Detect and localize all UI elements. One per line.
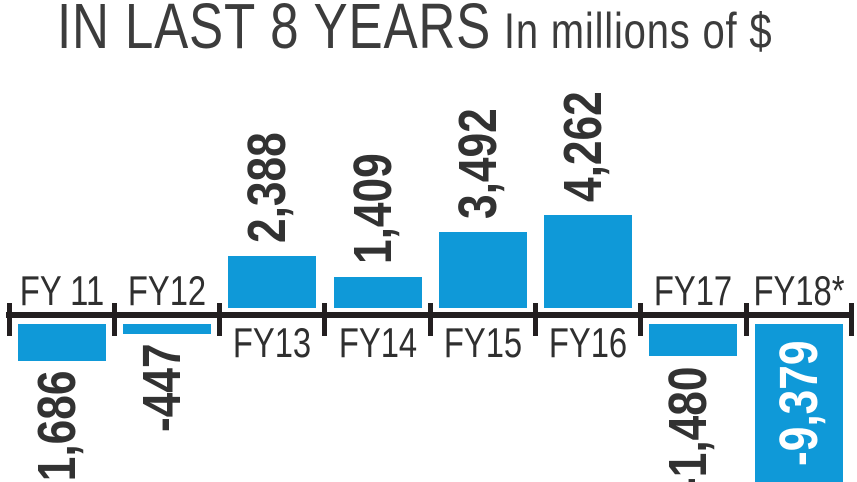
bar-fy18 — [754, 324, 843, 482]
axis-tick — [427, 303, 433, 336]
category-label-fy14: FY14 — [338, 319, 417, 366]
bar-fy13 — [228, 256, 317, 308]
category-label-fy-11: FY 11 — [19, 267, 104, 314]
bar-fy12 — [122, 324, 211, 334]
bar-fy-11 — [17, 324, 106, 361]
axis-tick — [743, 303, 749, 336]
category-label-fy13: FY13 — [233, 319, 312, 366]
category-label-fy18: FY18* — [753, 267, 845, 314]
axis-tick — [322, 303, 328, 336]
value-label-fy16: 4,262 — [553, 91, 614, 203]
axis-tick — [638, 303, 644, 336]
value-label-fy14: 1,409 — [342, 153, 403, 265]
axis-tick — [533, 303, 538, 336]
bar-fy16 — [544, 215, 633, 308]
bar-fy17 — [649, 324, 738, 357]
chart-title: IN LAST 8 YEARS — [57, 0, 492, 62]
chart-subtitle: In millions of $ — [503, 3, 773, 59]
chart-title-block: IN LAST 8 YEARS In millions of $ — [57, 0, 772, 58]
bar-fy14 — [333, 277, 422, 308]
axis-tick — [6, 303, 12, 336]
value-label-fy17: -1,480 — [658, 366, 719, 482]
axis-tick — [848, 303, 854, 336]
value-label-fy15: 3,492 — [447, 108, 508, 220]
value-label-fy12: -447 — [131, 343, 192, 433]
bar-fy15 — [438, 232, 527, 308]
category-label-fy15: FY15 — [443, 319, 522, 366]
category-label-fy17: FY17 — [654, 267, 733, 314]
value-label-fy18: -9,379 — [768, 340, 829, 466]
axis-tick — [217, 303, 223, 336]
value-label-fy13: 2,388 — [237, 132, 298, 244]
axis-tick — [111, 303, 117, 336]
category-label-fy12: FY12 — [127, 267, 207, 314]
value-label-fy-11: -1,686 — [26, 370, 87, 482]
category-label-fy16: FY16 — [548, 319, 628, 366]
